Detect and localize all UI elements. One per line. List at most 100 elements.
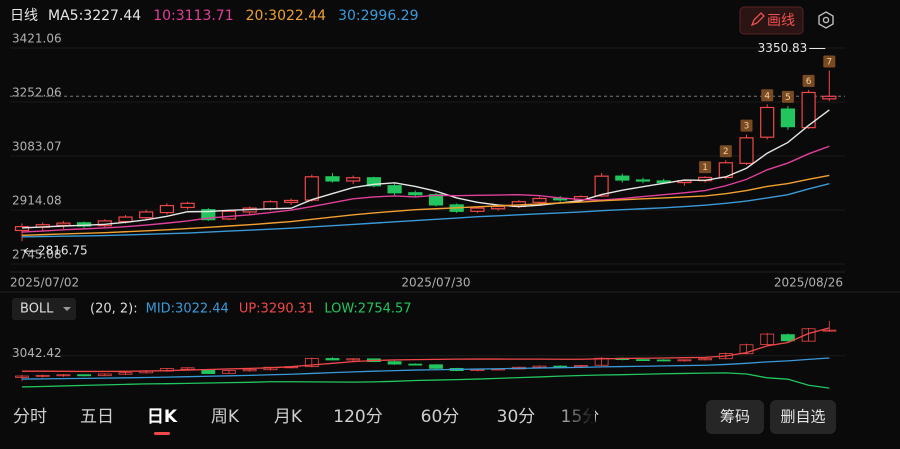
count-label: 2 (723, 147, 729, 157)
x-tick-label: 2025/07/02 (10, 276, 79, 290)
draw-button-bg[interactable] (739, 6, 804, 35)
action-button[interactable] (770, 400, 836, 434)
candle-body (325, 358, 340, 361)
main-chart: 3421.063252.063083.072914.082745.082025/… (10, 32, 845, 290)
settings-button[interactable] (818, 11, 834, 29)
draw-button[interactable]: 画线 (739, 6, 804, 35)
period-tab[interactable]: 日K (147, 407, 178, 427)
candle-body (635, 179, 651, 182)
candle-body (118, 372, 133, 375)
boll-line (21, 357, 830, 380)
candle-body (739, 137, 754, 164)
candle-body (263, 201, 278, 210)
action-button-label[interactable]: 筹码 (720, 408, 750, 426)
indicator-select-bg[interactable] (12, 298, 76, 320)
candle-body (387, 185, 402, 194)
count-label: 7 (826, 57, 832, 67)
count-label: 6 (806, 77, 812, 87)
count-badge (740, 119, 753, 132)
candle-body (574, 365, 588, 367)
candle-body (739, 344, 754, 355)
legend-entry: 10:3113.71 (153, 8, 233, 24)
y-tick-label: 3252.06 (12, 86, 62, 100)
tab-fade (555, 400, 595, 434)
candle-body (304, 358, 319, 368)
period-tab[interactable]: 120分 (333, 407, 382, 427)
candle-body (408, 363, 423, 366)
count-badge (781, 90, 794, 103)
candle-body (159, 204, 174, 214)
y-tick-label: 3042.42 (12, 346, 62, 360)
candle-body (222, 370, 236, 374)
candle-body (594, 175, 609, 197)
candle-body (366, 177, 381, 187)
boll-chart: 3042.42 (10, 321, 845, 389)
y-tick-label: 3421.06 (12, 32, 62, 46)
legend-entry: UP:3290.31 (239, 302, 315, 317)
pencil-icon (750, 12, 765, 27)
legend-entry: MA5:3227.44 (48, 8, 141, 24)
active-tab-underline (154, 432, 170, 435)
count-label: 1 (702, 163, 708, 173)
candle-body (822, 329, 837, 332)
period-tab[interactable]: 五日 (80, 407, 114, 427)
candle-body (780, 108, 796, 128)
settings-icon[interactable] (818, 11, 834, 29)
boll-legend: MID:3022.44 UP:3290.31 LOW:2754.57 (146, 302, 412, 317)
dropdown-caret (63, 307, 71, 311)
y-tick-label: 3083.07 (12, 140, 62, 154)
candle-body (677, 359, 692, 362)
period-tab[interactable]: 60分 (421, 407, 460, 427)
legend-entry: 30:2996.29 (338, 8, 418, 24)
legend-entry: LOW:2754.57 (324, 302, 411, 317)
candle-body (781, 334, 795, 342)
indicator-name[interactable]: BOLL (20, 302, 54, 317)
action-button[interactable] (706, 400, 764, 434)
candle-body (346, 358, 361, 361)
period-tab[interactable]: 分时 (13, 407, 47, 427)
indicator-select[interactable]: BOLL (12, 298, 76, 320)
candle-body (97, 373, 112, 377)
candle-body (14, 226, 30, 232)
candle-body (201, 369, 216, 374)
candle-body (15, 375, 29, 378)
y-tick-label: 2914.08 (12, 194, 62, 208)
candle-body (387, 361, 402, 365)
legend-entry: MID:3022.44 (146, 302, 229, 317)
candle-body (118, 216, 133, 223)
count-label: 3 (744, 122, 750, 132)
ma-line (21, 183, 830, 238)
period-label: 日线 (10, 8, 38, 24)
legend-entry: 20:3022.44 (246, 8, 327, 24)
candle-body (56, 374, 71, 377)
candle-body (801, 91, 816, 129)
min-marker-head (23, 247, 29, 255)
count-badge (761, 89, 774, 102)
candle-body (470, 207, 485, 212)
period-tab[interactable]: 周K (211, 407, 240, 427)
candle-body (636, 359, 650, 362)
count-badge (719, 145, 732, 158)
boll-line (21, 372, 830, 389)
action-button-label[interactable]: 删自选 (780, 408, 825, 426)
candle-body (491, 205, 506, 210)
candle-body (56, 222, 71, 226)
action-buttons: 筹码 删自选 (706, 400, 836, 434)
candle-body (284, 199, 299, 203)
candle-body (822, 95, 837, 100)
count-badge (823, 55, 836, 68)
candle-body (346, 177, 361, 182)
draw-button-label[interactable]: 画线 (767, 13, 795, 29)
period-tab[interactable]: 月K (274, 407, 303, 427)
candle-body (760, 106, 775, 138)
candle-body (242, 369, 257, 372)
candle-body (180, 202, 195, 209)
period-tab[interactable]: 30分 (497, 407, 536, 427)
boll-line (22, 327, 830, 373)
candle-body (35, 374, 50, 377)
settings-icon-dot (822, 16, 830, 24)
x-tick-label: 2025/07/30 (401, 276, 470, 290)
candle-body (304, 176, 319, 201)
count-badge (699, 161, 712, 174)
